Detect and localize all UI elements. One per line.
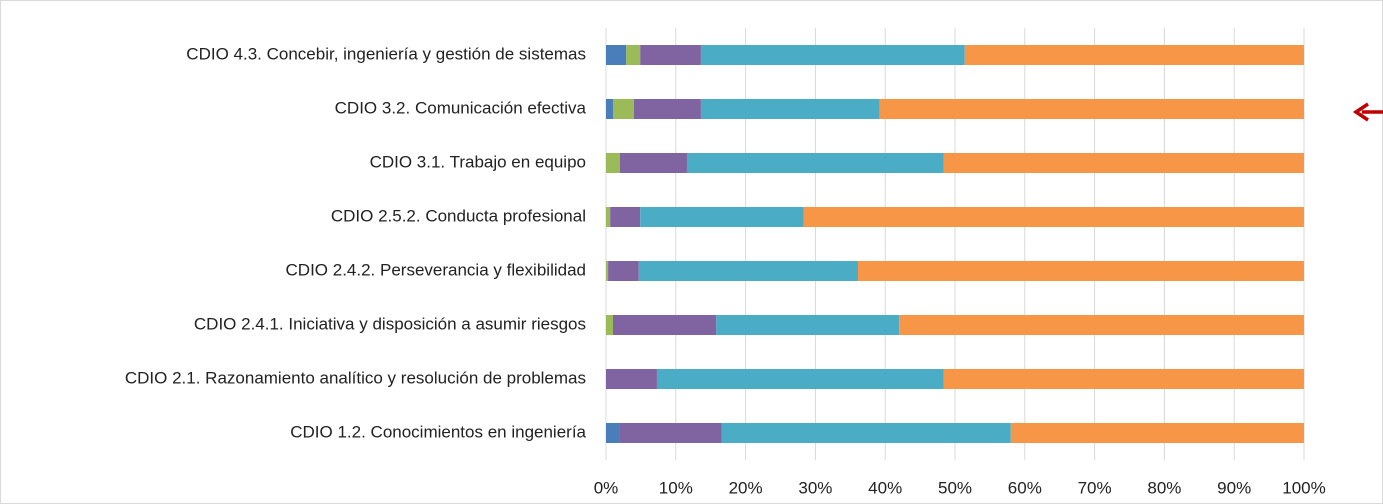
bar-segment [619,153,687,173]
x-tick-label: 70% [1078,478,1112,497]
bar-segment [606,207,611,227]
y-tick-label: CDIO 3.2. Comunicación efectiva [335,98,587,117]
bar-segment [716,315,900,335]
y-tick-label: CDIO 2.5.2. Conducta profesional [331,206,586,225]
y-tick-label: CDIO 2.4.2. Perseverancia y flexibilidad [286,260,586,279]
x-tick-label: 40% [868,478,902,497]
bar-segment [700,99,880,119]
bar-segment [606,315,613,335]
bar-segment [606,153,620,173]
red-arrow [1352,102,1383,122]
y-tick-label: CDIO 1.2. Conocimientos en ingeniería [290,422,586,441]
y-tick-label: CDIO 3.1. Trabajo en equipo [370,152,586,171]
x-tick-label: 90% [1217,478,1251,497]
bar-segment [857,261,1304,281]
bar-segment [606,261,609,281]
y-tick-label: CDIO 4.3. Concebir, ingeniería y gestión… [186,44,586,63]
bar-segment [610,207,641,227]
x-tick-label: 60% [1008,478,1042,497]
x-tick-label: 20% [729,478,763,497]
bar-segment [686,153,944,173]
bar-segment [633,99,701,119]
bar-segment [638,261,858,281]
x-tick-label: 10% [659,478,693,497]
bar-segment [943,153,1304,173]
bar-segment [640,207,804,227]
x-tick-label: 30% [798,478,832,497]
y-tick-label: CDIO 2.1. Razonamiento analítico y resol… [125,368,586,387]
bar-segment [626,45,641,65]
bar-segment [803,207,1304,227]
y-tick-label: CDIO 2.4.1. Iniciativa y disposición a a… [194,314,586,333]
bar-segment [606,423,620,443]
bar-segment [608,261,639,281]
bar-segment [1010,423,1304,443]
bar-segment [619,423,722,443]
bar-segment [721,423,1011,443]
bar-segment [879,99,1304,119]
bar-segment [964,45,1304,65]
x-tick-label: 80% [1147,478,1181,497]
bar-segment [700,45,965,65]
bar-segment [612,99,634,119]
bar-segment [899,315,1304,335]
bar-segment [606,45,627,65]
bar-segment [943,369,1304,389]
bar-segment [612,315,717,335]
x-tick-label: 50% [938,478,972,497]
bar-segment [640,45,701,65]
bar-segment [656,369,944,389]
bar-segment [606,99,613,119]
bar-segment [606,369,657,389]
x-tick-label: 0% [594,478,619,497]
x-tick-label: 100% [1282,478,1325,497]
